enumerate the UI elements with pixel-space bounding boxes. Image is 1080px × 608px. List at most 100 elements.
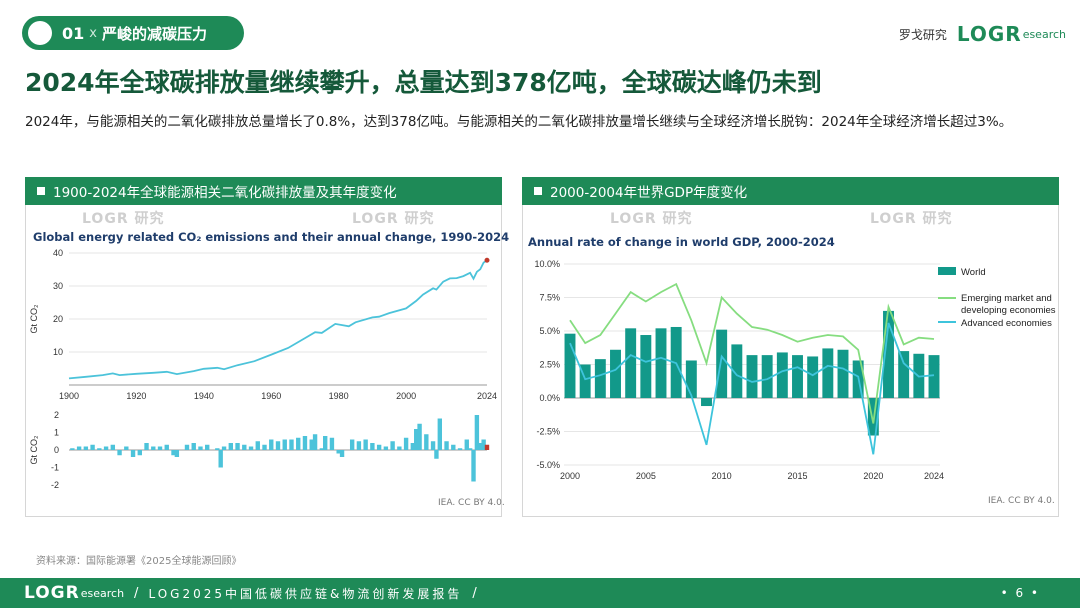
left-panel-heading: 1900-2024年全球能源相关二氧化碳排放量及其年度变化	[25, 177, 502, 205]
gdp-y-tick: 5.0%	[539, 326, 560, 336]
co2-change-bar	[434, 450, 439, 459]
co2-change-bar	[444, 441, 449, 450]
co2-change-bar	[370, 443, 375, 450]
co2-y-tick: 10	[53, 347, 63, 357]
co2-change-bar	[471, 450, 476, 482]
legend-emerging-label: Emerging market and developing economies	[961, 293, 1056, 316]
section-separator: x	[89, 25, 97, 41]
co2-x-tick: 2000	[396, 391, 416, 401]
gdp-chart-svg: 10.0% 7.5% 5.0% 2.5% 0.0% -2.5% -5.0%2000 2005 2…	[534, 259, 1056, 481]
gdp-x-tick: 2015	[787, 471, 807, 481]
watermark: LOGR 研究	[82, 211, 165, 227]
gdp-y-tick: 10.0%	[534, 259, 560, 269]
legend-world-swatch	[938, 267, 956, 275]
gdp-x-tick: 2000	[560, 471, 580, 481]
co2-change-bar	[90, 444, 95, 450]
gdp-world-bar	[685, 360, 697, 398]
co2-change-bar	[383, 446, 389, 450]
co2-change-bar	[255, 441, 260, 450]
co2-change-bar	[130, 450, 136, 457]
co2-change-bar	[117, 450, 122, 456]
co2-change-bar	[235, 443, 240, 450]
co2-change-bar	[296, 437, 301, 450]
square-icon	[534, 187, 542, 195]
co2-change-bar	[437, 418, 442, 450]
brand-research: esearch	[1022, 27, 1066, 41]
co2-change-bar	[478, 443, 483, 450]
gdp-world-bar	[822, 348, 834, 398]
gdp-x-tick: 2010	[712, 471, 732, 481]
co2-change-bar	[137, 450, 142, 456]
section-title: 严峻的减碳压力	[101, 24, 207, 43]
watermark: LOGR 研究	[610, 211, 693, 227]
footer-report-title: LOG2025中国低碳供应链&物流创新发展报告	[148, 586, 463, 601]
gdp-world-bar	[731, 344, 743, 398]
co2-change-bar	[397, 446, 402, 450]
footer-bar: LOGR esearch / LOG2025中国低碳供应链&物流创新发展报告 /…	[0, 578, 1080, 608]
gdp-x-tick: 2024	[924, 471, 944, 481]
co2-change-bar	[403, 437, 409, 450]
co2-change-bar	[319, 448, 325, 450]
co2-change-bar	[323, 436, 328, 450]
brand-log: LOGR	[956, 22, 1022, 46]
gdp-world-bar	[655, 328, 667, 398]
co2-change-bar	[430, 441, 436, 450]
co2-change-bar	[171, 450, 176, 456]
co2-change-bar	[424, 434, 429, 450]
co2-change-bar	[451, 444, 456, 450]
co2-change-bar	[218, 450, 223, 468]
gdp-advanced-line	[569, 322, 935, 455]
co2-change-bar	[76, 446, 82, 450]
co2-change-bar	[215, 448, 220, 450]
co2-change-y-tick: 2	[54, 410, 59, 420]
co2-emissions-line	[68, 259, 488, 380]
page-title: 2024年全球碳排放量继续攀升，总量达到378亿吨，全球碳达峰仍未到	[25, 68, 822, 97]
co2-change-bar	[474, 415, 480, 450]
co2-change-bar	[83, 446, 89, 450]
co2-change-bar	[336, 450, 341, 454]
gdp-world-bar	[640, 335, 652, 398]
co2-change-bar	[164, 444, 169, 450]
co2-change-bar	[174, 450, 180, 457]
right-panel-heading-text: 2000-2004年世界GDP年度变化	[550, 185, 748, 201]
gdp-world-bar	[792, 355, 803, 398]
co2-x-tick: 1900	[59, 391, 79, 401]
section-pill: 01 x 严峻的减碳压力	[22, 16, 244, 50]
co2-change-bar	[484, 444, 490, 450]
co2-x-tick: 1960	[261, 391, 281, 401]
gdp-world-bar	[837, 349, 849, 398]
source-footnote: 资料来源：国际能源署《2025全球能源回顾》	[36, 556, 242, 567]
co2-change-bar	[157, 446, 163, 450]
gdp-y-tick: -5.0%	[536, 460, 560, 470]
gdp-chart-title: Annual rate of change in world GDP, 2000…	[528, 235, 835, 249]
co2-y-tick: 30	[53, 281, 63, 291]
gdp-world-bar	[564, 333, 576, 398]
co2-change-bar	[151, 446, 156, 450]
gdp-x-tick: 2005	[636, 471, 656, 481]
co2-change-bar	[205, 444, 210, 450]
gdp-x-tick: 2020	[863, 471, 883, 481]
co2-y-label: Gt CO₂	[29, 304, 39, 334]
co2-change-bar	[103, 446, 109, 450]
co2-x-tick: 2024	[477, 391, 497, 401]
section-number: 01	[62, 23, 85, 43]
co2-y-tick: 20	[53, 314, 63, 324]
co2-change-bar	[275, 441, 281, 450]
co2-change-bar	[242, 444, 247, 450]
co2-change-bar	[312, 434, 318, 450]
right-panel-heading: 2000-2004年世界GDP年度变化	[522, 177, 1059, 205]
co2-change-bar	[70, 448, 75, 450]
co2-change-bar	[481, 439, 486, 450]
gdp-emerging-line	[569, 282, 935, 424]
co2-change-bar	[221, 446, 227, 450]
gdp-world-bar	[594, 359, 606, 398]
gdp-world-bar	[701, 398, 712, 407]
footer-logo: LOGR	[24, 583, 80, 603]
co2-change-bar	[376, 444, 382, 450]
legend-advanced-label: Advanced economies	[961, 318, 1052, 329]
gdp-world-bar	[716, 329, 728, 398]
legend-world-label: World	[961, 267, 986, 278]
co2-change-bar	[198, 446, 203, 450]
page-number: • 6 •	[1000, 586, 1040, 600]
